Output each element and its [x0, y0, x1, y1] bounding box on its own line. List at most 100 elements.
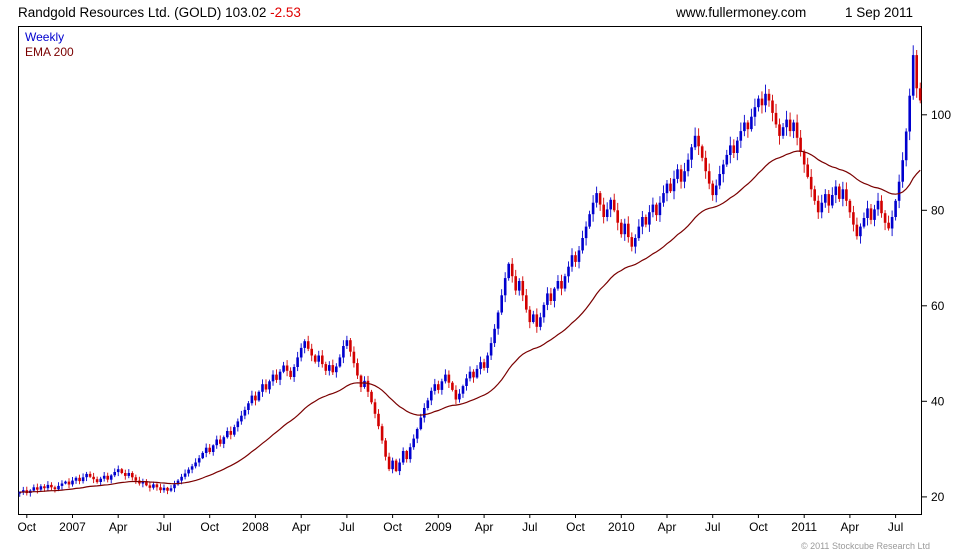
candle-body — [412, 438, 415, 448]
candle-body — [757, 98, 760, 108]
candle-body — [204, 447, 208, 453]
candle-body — [918, 88, 922, 101]
candle-body — [634, 238, 637, 247]
candle-body — [240, 415, 243, 422]
candle-body — [795, 122, 799, 138]
candle-body — [324, 364, 328, 371]
candle-body — [532, 314, 535, 322]
last-price: 103.02 — [225, 5, 267, 20]
x-tick-label: 2011 — [791, 520, 817, 534]
candle-body — [152, 484, 155, 488]
candle-body — [767, 93, 771, 101]
y-tick-label: 100 — [931, 108, 951, 122]
candle-body — [665, 183, 669, 194]
candle-body — [848, 200, 852, 213]
candle-body — [764, 93, 767, 106]
candle-body — [612, 199, 616, 211]
candle-body — [134, 477, 138, 481]
candle-body — [542, 304, 546, 318]
candle-body — [809, 176, 813, 190]
x-tick-label: Oct — [17, 520, 36, 534]
candle-body — [162, 487, 166, 491]
candle-body — [676, 169, 679, 179]
x-tick-label: Apr — [658, 520, 677, 534]
candle-body — [18, 492, 22, 494]
candle-body — [514, 276, 517, 291]
candle-body — [458, 393, 461, 400]
candle-body — [257, 391, 261, 401]
candle-body — [486, 355, 489, 368]
candle-body — [50, 484, 53, 488]
candle-body — [377, 413, 380, 427]
candle-body — [268, 381, 271, 390]
candle-body — [605, 209, 609, 217]
candle-body — [577, 250, 581, 262]
candle-body — [697, 135, 700, 147]
candle-body — [672, 178, 676, 192]
candle-body — [310, 348, 313, 356]
x-tick-label: Oct — [200, 520, 219, 534]
candle-body — [440, 381, 444, 390]
candle-body — [306, 341, 310, 349]
candle-body — [567, 266, 570, 277]
candle-body — [433, 384, 437, 391]
x-tick-label: Jul — [522, 520, 537, 534]
candle-body — [841, 189, 845, 199]
x-tick-label: Apr — [475, 520, 494, 534]
candle-body — [106, 475, 109, 480]
x-tick-label: 2010 — [608, 520, 635, 534]
candle-body — [869, 208, 873, 220]
candle-body — [584, 226, 588, 239]
candle-body — [141, 481, 145, 484]
candle-body — [419, 417, 423, 430]
candle-body — [131, 473, 134, 478]
candle-body — [109, 475, 113, 480]
candle-body — [356, 363, 359, 376]
y-axis: 20 40 60 80 100 — [921, 108, 951, 504]
candle-body — [774, 112, 778, 125]
candle-body — [778, 124, 781, 136]
candle-body — [556, 281, 560, 289]
candle-body — [349, 340, 352, 352]
candle-body — [398, 462, 401, 472]
candle-body — [866, 208, 869, 218]
candle-body — [88, 473, 92, 477]
candle-body — [732, 145, 736, 153]
candle-body — [876, 200, 880, 210]
candle-body — [722, 164, 725, 175]
candle-body — [145, 481, 148, 486]
candle-body — [489, 343, 493, 356]
candle-body — [451, 382, 454, 390]
candle-body — [92, 476, 95, 480]
candle-body — [690, 147, 693, 160]
candle-body — [852, 212, 855, 225]
candle-body — [834, 186, 838, 196]
candle-body — [447, 374, 451, 383]
candle-body — [120, 469, 124, 473]
candle-body — [883, 213, 887, 223]
candle-body — [686, 159, 690, 172]
candle-body — [233, 427, 236, 435]
candle-body — [53, 487, 57, 490]
candle-body — [74, 477, 78, 481]
y-tick-label: 20 — [931, 490, 945, 504]
candle-body — [500, 295, 503, 313]
candle-body — [493, 328, 496, 344]
candle-body — [363, 380, 366, 387]
candle-body — [662, 193, 665, 203]
candle-body — [317, 355, 320, 362]
candle-body — [901, 160, 904, 182]
candle-body — [859, 226, 862, 237]
candle-body — [475, 368, 479, 378]
candle-body — [824, 194, 827, 203]
x-tick-label: Oct — [383, 520, 402, 534]
candle-body — [43, 486, 46, 489]
candle-body — [620, 222, 623, 235]
candle-body — [714, 185, 718, 196]
candle-body — [517, 281, 521, 291]
candle-body — [342, 346, 345, 358]
candle-body — [630, 237, 634, 247]
candle-body — [46, 484, 50, 489]
candle-body — [127, 473, 131, 476]
candle-body — [465, 378, 468, 386]
